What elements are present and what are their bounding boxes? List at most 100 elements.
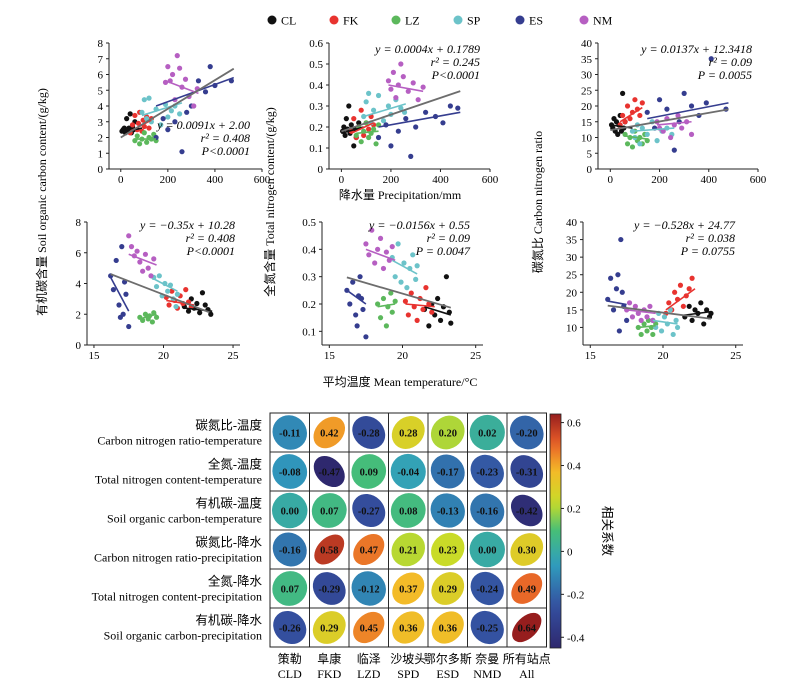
data-point-cl	[351, 143, 357, 149]
fit-line-es	[378, 111, 461, 128]
fit-line-lz	[377, 303, 396, 308]
correlation-ellipse	[431, 572, 465, 605]
data-point-es	[350, 279, 356, 285]
column-label-en: CLD	[278, 667, 302, 681]
data-point-nm	[644, 314, 650, 320]
fit-line-lz	[638, 324, 656, 329]
data-point-es	[616, 328, 622, 334]
correlation-ellipse	[313, 455, 345, 488]
correlation-ellipse	[510, 494, 543, 527]
correlation-ellipse	[392, 572, 425, 605]
y-tick-label: 0.5	[302, 217, 316, 229]
data-point-lz	[353, 132, 359, 138]
row-label-en: Total nitrogen content-precipitation	[92, 590, 262, 604]
data-point-fk	[622, 119, 628, 125]
data-point-cl	[348, 122, 354, 128]
regression-annotation: y = −0.35x + 10.28	[139, 218, 235, 232]
column-label-cn: 鄂尔多斯	[424, 651, 472, 666]
fit-line-sp	[652, 319, 678, 325]
data-point-cl	[620, 90, 626, 96]
correlation-ellipse	[430, 454, 465, 489]
data-point-nm	[174, 53, 180, 59]
data-point-es	[353, 312, 359, 318]
correlation-ellipse	[353, 611, 385, 644]
correlation-ellipse	[470, 610, 504, 645]
x-tick-label: 15	[88, 350, 100, 362]
data-point-cl	[185, 308, 192, 314]
correlation-value: -0.27	[358, 507, 380, 518]
x-tick-label: 200	[160, 174, 177, 186]
scatter-panel-soc-precip: 0 200 400 600 0 1 2 3 4 5 6 7 8 y = 0.0091x + 2.00r² …	[98, 38, 271, 186]
x-tick-label: 200	[383, 174, 400, 186]
correlation-value: -0.12	[358, 585, 380, 596]
column-label-cn: 奈曼	[475, 652, 499, 666]
correlation-value: 0.49	[518, 585, 536, 596]
y-tick-label: 25	[581, 85, 593, 97]
data-point-nm	[398, 61, 404, 67]
legend-marker-cl	[267, 15, 277, 25]
data-point-fk	[358, 107, 364, 113]
row-label-en: Soil organic carbon-precipitation	[104, 629, 262, 643]
data-point-fk	[166, 302, 172, 308]
fit-line-es	[607, 300, 627, 306]
y-tick-label: 40	[566, 217, 578, 229]
fit-line-sp	[391, 259, 418, 275]
data-point-sp	[168, 108, 174, 114]
regression-annotation: P<0.0001	[431, 68, 480, 82]
row-label-en: Soil organic carbon-temperature	[107, 512, 262, 526]
data-point-sp	[156, 273, 162, 279]
data-point-sp	[654, 138, 660, 144]
data-point-es	[619, 289, 625, 295]
column-label-en: SPD	[397, 667, 419, 681]
data-point-nm	[151, 256, 157, 262]
data-point-lz	[389, 309, 395, 315]
fit-line-es	[647, 102, 729, 120]
correlation-value: 0.00	[478, 546, 496, 557]
regression-annotation: r² = 0.408	[201, 131, 250, 145]
legend-label-lz: LZ	[405, 14, 420, 28]
data-point-lz	[137, 141, 143, 147]
data-point-fk	[146, 125, 152, 131]
correlation-value: 0.23	[439, 546, 457, 557]
y-tick-label: 8	[76, 217, 82, 229]
legend-label-cl: CL	[281, 14, 296, 28]
data-point-cl	[208, 311, 214, 317]
data-point-es	[388, 143, 394, 149]
data-point-nm	[145, 265, 151, 271]
correlation-heatmap: -0.11 0.42 -0.28 0.28 0.20 0.02 -0.20-0.08 -0.4…	[92, 412, 615, 681]
column-label-en: All	[519, 667, 535, 681]
x-tick-label: 600	[254, 174, 271, 186]
data-point-cl	[426, 323, 432, 329]
column-label-cn: 阜康	[317, 651, 341, 666]
data-point-lz	[641, 321, 647, 327]
data-point-cl	[448, 320, 454, 326]
data-point-lz	[383, 323, 389, 329]
y-tick-label: 10	[581, 133, 593, 145]
scatter-panel-cn-precip: 0 200 400 600 0 5 10 15 20 25 30 35 40 y = 0.0137x + …	[581, 38, 767, 186]
data-point-cl	[342, 132, 348, 138]
correlation-ellipse	[430, 493, 465, 528]
data-point-lz	[392, 298, 398, 304]
correlation-ellipse	[314, 534, 345, 565]
data-point-nm	[182, 76, 189, 82]
y-tick-label: 0.4	[309, 80, 323, 92]
correlation-ellipse	[391, 416, 425, 449]
y-tick-label: 0	[587, 164, 593, 176]
data-point-sp	[366, 90, 372, 96]
data-point-nm	[679, 125, 685, 131]
data-point-es	[375, 134, 382, 141]
scatter-panel-tn-precip: 0 200 400 600 0 0.1 0.2 0.3 0.4 0.5 0.6 y = 0.0004x…	[309, 38, 499, 186]
data-point-nm	[191, 103, 197, 109]
heatmap-cell	[506, 607, 547, 648]
legend-label-fk: FK	[343, 14, 359, 28]
x-tick-label: 400	[207, 174, 224, 186]
data-point-fk	[423, 285, 429, 291]
data-point-nm	[380, 265, 387, 272]
correlation-value: -0.26	[279, 624, 301, 635]
fit-line-es	[109, 276, 130, 312]
data-point-nm	[383, 249, 389, 255]
correlation-value: -0.11	[279, 429, 300, 440]
fit-line-nm	[365, 248, 396, 262]
data-point-fk	[366, 126, 372, 132]
data-point-fk	[680, 303, 686, 309]
